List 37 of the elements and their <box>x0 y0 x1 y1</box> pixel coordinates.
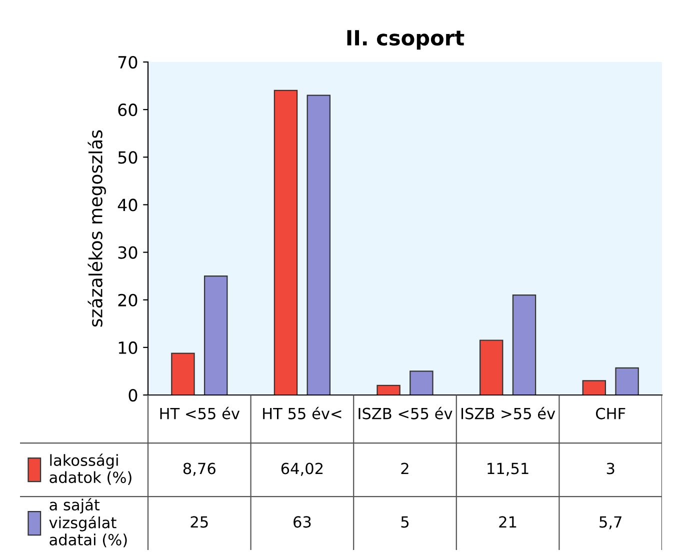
y-tick-label: 50 <box>118 151 138 164</box>
y-tick-label: 0 <box>128 388 138 402</box>
bar <box>479 340 504 395</box>
legend-label: lakossági adatok (%) <box>50 454 132 485</box>
y-tick-label: 40 <box>118 198 138 212</box>
y-tick-label: 60 <box>118 104 138 116</box>
data-label: 3 <box>606 462 614 474</box>
x-tick-label: ISZB >55 év <box>462 406 556 420</box>
y-tick-label: 70 <box>118 56 138 69</box>
y-axis-title: százalékos megoszlás <box>88 130 106 327</box>
bar <box>204 276 228 395</box>
data-label: 8,76 <box>183 462 216 476</box>
bar <box>274 90 298 395</box>
data-label: 5 <box>401 516 409 528</box>
data-label: 25 <box>190 516 208 528</box>
x-tick-label: HT 55 év< <box>263 406 342 420</box>
bar <box>376 384 400 395</box>
y-tick-label: 30 <box>118 246 138 259</box>
x-tick-label: ISZB <55 év <box>358 406 452 420</box>
bar <box>512 294 536 395</box>
x-tick-label: CHF <box>596 408 626 420</box>
y-tick-label: 20 <box>118 294 138 306</box>
bar <box>171 352 195 395</box>
legend-label: a saját vizsgálat adatai (%) <box>49 498 127 548</box>
data-label: 5,7 <box>600 516 622 530</box>
data-label: 63 <box>294 516 311 528</box>
y-tick-label: 10 <box>118 341 138 354</box>
data-label: 11,51 <box>488 462 528 476</box>
data-label: 64,02 <box>281 462 323 476</box>
bar <box>582 380 606 395</box>
data-label: 2 <box>401 462 408 474</box>
bar <box>306 94 331 395</box>
bar <box>410 370 434 395</box>
x-tick-label: HT <55 év <box>160 406 240 420</box>
bar <box>615 367 639 395</box>
chart-title: II. csoport <box>347 30 464 50</box>
data-label: 21 <box>499 516 516 528</box>
